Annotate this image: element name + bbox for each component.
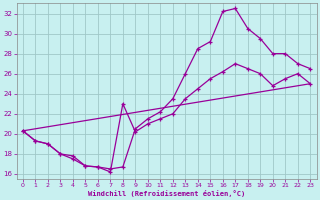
X-axis label: Windchill (Refroidissement éolien,°C): Windchill (Refroidissement éolien,°C) <box>88 190 245 197</box>
